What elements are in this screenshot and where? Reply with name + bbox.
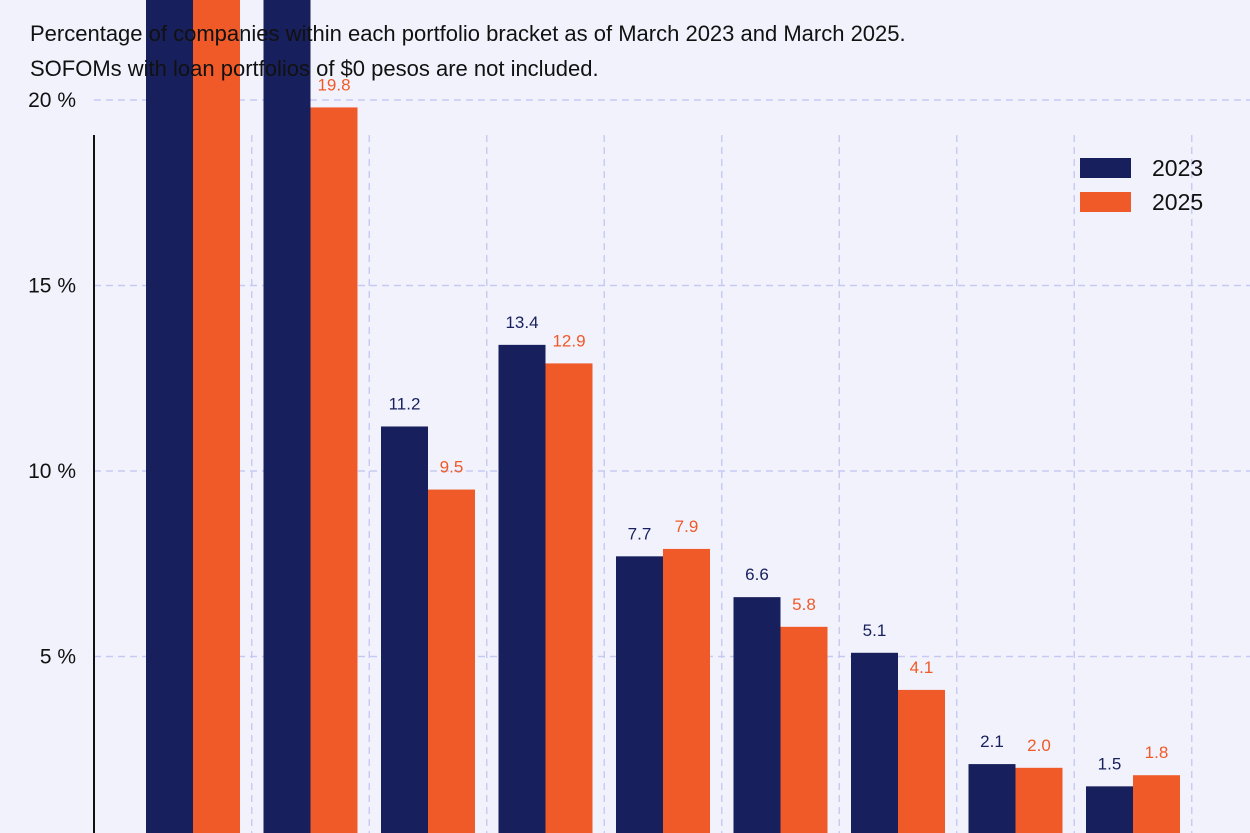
data-label-2023: 1.5 xyxy=(1098,754,1122,773)
bar-2023 xyxy=(851,652,898,833)
bar-2025 xyxy=(193,0,240,833)
data-label-2023: 6.6 xyxy=(745,565,769,584)
data-label-2023: 7.7 xyxy=(628,524,652,543)
legend-label-2025: 2025 xyxy=(1152,189,1203,215)
data-label-2023: 11.2 xyxy=(389,394,421,413)
data-label-2023: 5.1 xyxy=(863,621,887,640)
subtitle-line-2: SOFOMs with loan portfolios of $0 pesos … xyxy=(30,56,599,81)
bar-2025 xyxy=(428,489,475,833)
bar-2023 xyxy=(968,764,1016,833)
y-tick-label: 10 % xyxy=(28,460,76,483)
bar-2025 xyxy=(1133,775,1180,833)
data-label-2025: 19.8 xyxy=(317,75,350,94)
legend-swatch-2023 xyxy=(1080,158,1131,178)
bar-2023 xyxy=(733,597,781,833)
bar-2025 xyxy=(1015,767,1063,833)
bar-2023 xyxy=(381,426,428,833)
y-tick-label: 5 % xyxy=(40,646,76,669)
data-label-2025: 9.5 xyxy=(440,458,464,477)
bar-2023 xyxy=(1086,786,1133,833)
bar-2023 xyxy=(498,344,546,833)
bar-2023 xyxy=(146,0,193,833)
bar-2023 xyxy=(263,0,311,833)
bar-2025 xyxy=(780,626,828,833)
data-label-2025: 7.9 xyxy=(675,517,699,536)
chart-subtitle: Percentage of companies within each port… xyxy=(30,16,906,86)
data-label-2025: 4.1 xyxy=(910,658,934,677)
bar-2025 xyxy=(663,548,710,833)
legend-label-2023: 2023 xyxy=(1152,155,1203,181)
subtitle-line-1: Percentage of companies within each port… xyxy=(30,21,906,46)
bar-2025 xyxy=(898,689,945,833)
y-tick-label: 15 % xyxy=(28,275,76,298)
legend-swatch-2025 xyxy=(1080,192,1131,212)
bar-2025 xyxy=(545,363,593,833)
data-label-2023: 13.4 xyxy=(505,313,538,332)
data-label-2025: 12.9 xyxy=(552,331,585,350)
bar-2025 xyxy=(310,107,358,833)
data-label-2025: 2.0 xyxy=(1027,736,1051,755)
data-label-2023: 2.1 xyxy=(980,732,1004,751)
y-tick-label: 20 % xyxy=(28,89,76,112)
data-label-2025: 5.8 xyxy=(792,595,816,614)
data-label-2025: 1.8 xyxy=(1145,743,1169,762)
bar-2023 xyxy=(616,556,663,833)
